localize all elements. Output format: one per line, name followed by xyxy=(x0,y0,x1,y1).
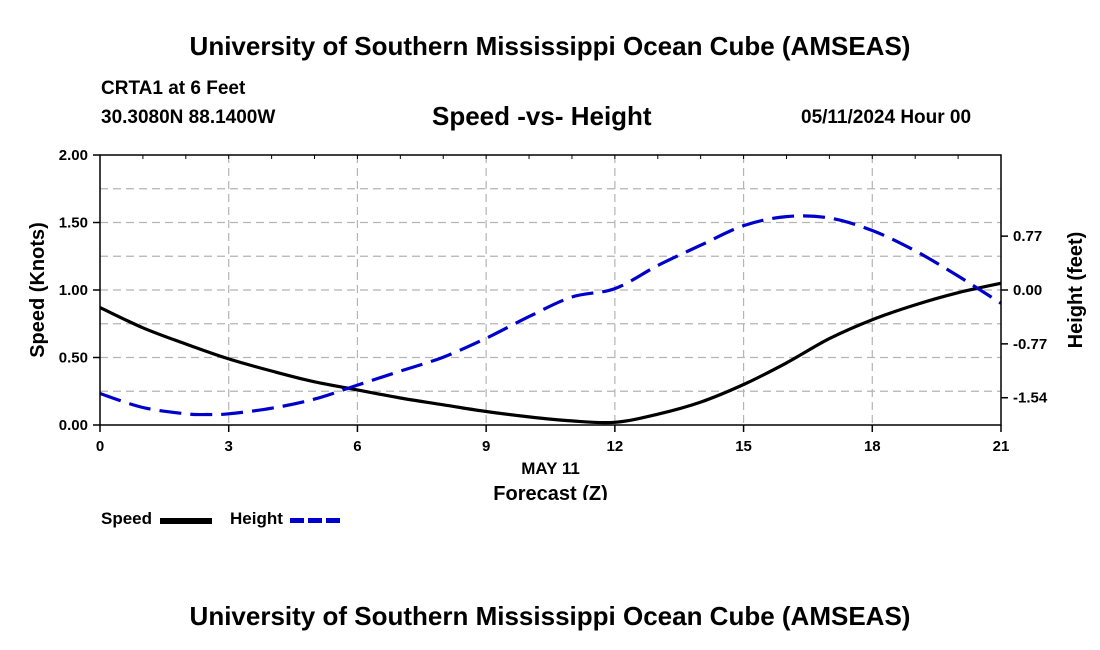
x-tick-label: 15 xyxy=(735,438,752,455)
x-tick-label: 21 xyxy=(993,438,1010,455)
x-tick-label: 12 xyxy=(607,438,624,455)
x-tick-label: 9 xyxy=(482,438,490,455)
y-tick-label: 0.00 xyxy=(59,417,88,434)
x-tick-label: 6 xyxy=(353,438,361,455)
y2-tick-label: 0.77 xyxy=(1013,228,1042,245)
speed-height-chart: 0 3 6 9 12 15 18 21 0.00 0.50 1.00 1.50 2.00 -1.54 -0.… xyxy=(27,147,1087,500)
page-title: University of Southern Mississippi Ocean… xyxy=(189,31,911,61)
y-tick-label: 1.00 xyxy=(59,282,88,299)
y-tick-label: 1.50 xyxy=(59,215,88,232)
datetime-label: 05/11/2024 Hour 00 xyxy=(801,107,972,128)
x-axis-date-label: MAY 11 xyxy=(521,459,580,478)
legend-speed-label: Speed xyxy=(101,509,153,528)
legend-height-label: Height xyxy=(230,509,283,528)
series-lines xyxy=(99,214,1002,425)
y-tick-label: 0.50 xyxy=(59,350,88,367)
x-axis-title: Forecast (Z) xyxy=(493,483,607,500)
y2-tick-label: -0.77 xyxy=(1013,336,1047,353)
legend-speed-swatch xyxy=(160,518,212,524)
chart-title: Speed -vs- Height xyxy=(432,101,652,131)
y2-axis-title: Height (feet) xyxy=(1065,232,1087,349)
x-tick-label: 0 xyxy=(96,438,104,455)
y2-tick-label: -1.54 xyxy=(1013,390,1048,407)
height-series-line xyxy=(99,214,1002,417)
page-title-bottom: University of Southern Mississippi Ocean… xyxy=(189,601,911,631)
y-tick-label: 2.00 xyxy=(59,147,88,164)
legend-height-swatch xyxy=(290,518,342,523)
x-tick-label: 18 xyxy=(864,438,881,455)
y-axis-title: Speed (Knots) xyxy=(27,222,49,358)
grid-lines xyxy=(100,155,1001,425)
axis-labels: 0 3 6 9 12 15 18 21 0.00 0.50 1.00 1.50 2.00 -1.54 -0.… xyxy=(27,147,1087,500)
x-tick-label: 3 xyxy=(225,438,233,455)
coordinates-label: 30.3080N 88.1400W xyxy=(101,107,276,128)
station-label: CRTA1 at 6 Feet xyxy=(101,78,246,99)
speed-series-line xyxy=(99,281,1002,425)
axis-ticks xyxy=(93,154,1008,432)
y2-tick-label: 0.00 xyxy=(1013,282,1042,299)
